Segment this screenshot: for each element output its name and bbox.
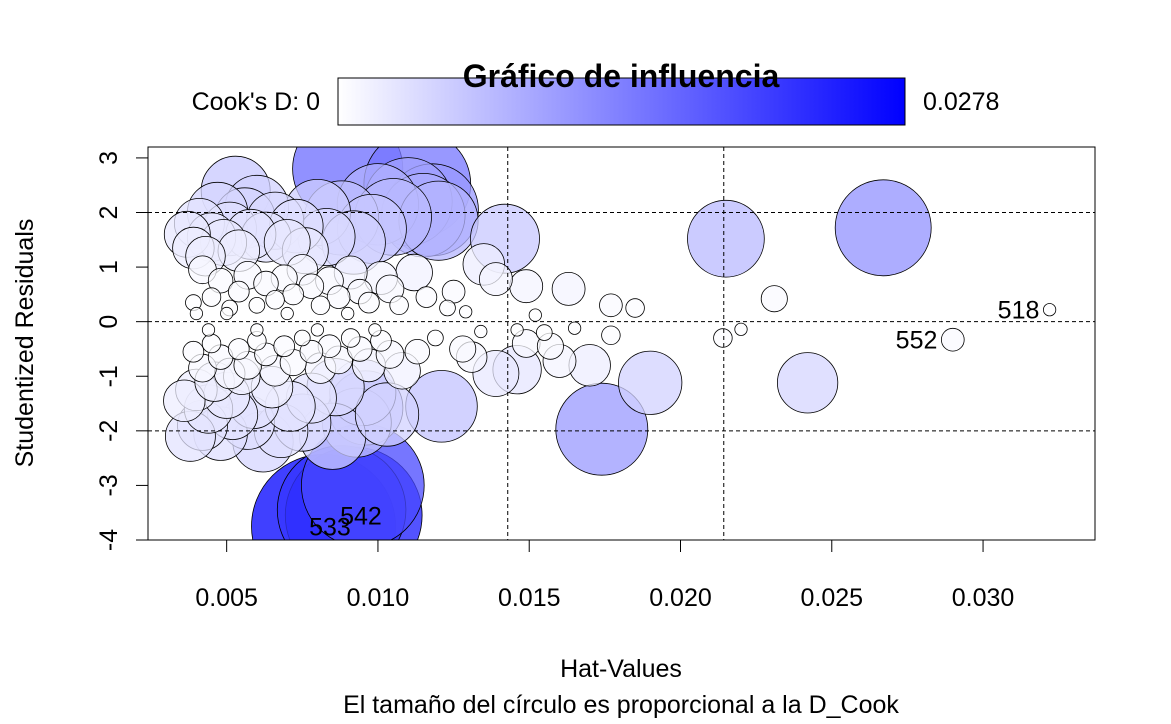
data-point — [713, 328, 733, 348]
data-point — [189, 306, 203, 321]
y-tick-label: -1 — [95, 365, 123, 387]
data-point — [427, 329, 444, 347]
y-tick-label: -3 — [95, 474, 123, 496]
data-point — [265, 290, 285, 310]
data-point — [1043, 303, 1057, 317]
x-tick-label: 0.020 — [649, 584, 712, 612]
data-point — [280, 306, 294, 321]
data-point — [535, 324, 553, 341]
x-axis-title: Hat-Values — [560, 655, 682, 683]
data-point — [273, 335, 296, 358]
data-point — [474, 324, 488, 339]
y-axis-title: Studentized Residuals — [11, 219, 39, 468]
data-point — [201, 323, 216, 337]
data-point — [599, 293, 623, 318]
data-point — [341, 328, 361, 348]
y-tick-label: 0 — [95, 315, 123, 329]
data-point — [734, 322, 748, 336]
data-point — [358, 291, 380, 314]
data-point — [310, 295, 331, 316]
data-point — [439, 299, 456, 317]
point-label: 542 — [340, 502, 382, 530]
data-point — [760, 285, 788, 313]
x-axis-subtitle: El tamaño del círculo es proporcional a … — [343, 691, 899, 719]
y-tick-label: 2 — [95, 206, 123, 220]
reference-lines — [148, 147, 1095, 540]
cook-color-bar — [337, 77, 906, 126]
legend-min-label: Cook's D: 0 — [192, 88, 320, 116]
data-point — [555, 382, 649, 476]
data-point — [509, 269, 544, 304]
point-label: 533 — [309, 513, 351, 541]
data-point — [567, 321, 582, 335]
x-axis: 0.005 0.010 0.015 0.020 0.025 0.030 — [195, 539, 1015, 612]
data-point — [459, 305, 473, 319]
data-point — [940, 327, 965, 352]
data-point — [220, 306, 234, 321]
data-point — [834, 179, 932, 277]
data-point — [354, 382, 420, 447]
data-point — [441, 279, 466, 304]
data-point — [310, 323, 324, 337]
data-point — [625, 298, 645, 318]
point-label: 518 — [998, 297, 1040, 325]
data-point — [228, 280, 250, 303]
data-point — [248, 296, 266, 314]
data-point — [478, 262, 513, 297]
data-point — [687, 199, 765, 278]
y-tick-label: -4 — [95, 529, 123, 551]
data-point — [282, 283, 305, 306]
data-point — [776, 352, 839, 414]
y-tick-label: 1 — [95, 260, 123, 274]
data-point — [163, 379, 206, 422]
y-tick-label: -2 — [95, 420, 123, 442]
data-point — [207, 268, 234, 294]
y-axis: -4 -3 -2 -1 0 1 2 3 — [95, 151, 149, 551]
data-point — [201, 287, 222, 307]
points-layer — [163, 147, 1057, 540]
x-tick-label: 0.025 — [800, 584, 863, 612]
data-point — [250, 323, 264, 337]
data-point — [253, 270, 279, 297]
data-point — [510, 323, 524, 337]
data-point — [551, 271, 586, 306]
point-label: 552 — [896, 327, 938, 355]
data-point — [601, 325, 621, 346]
data-point — [368, 323, 382, 337]
x-tick-label: 0.010 — [347, 584, 410, 612]
data-point — [449, 335, 477, 363]
chart-title: Gráfico de influencia — [463, 58, 780, 94]
data-point — [528, 308, 542, 322]
data-point — [415, 286, 438, 308]
data-point — [326, 285, 351, 309]
data-point — [618, 350, 683, 415]
data-point — [389, 295, 409, 316]
data-point — [228, 338, 250, 360]
data-point — [201, 333, 222, 354]
legend-max-label: 0.0278 — [923, 88, 999, 116]
x-tick-label: 0.005 — [195, 584, 258, 612]
x-tick-label: 0.030 — [952, 584, 1015, 612]
data-point — [293, 329, 311, 347]
data-point — [341, 306, 355, 321]
data-point — [404, 339, 431, 365]
y-tick-label: 3 — [95, 151, 123, 165]
data-point — [299, 339, 324, 364]
data-point — [182, 340, 205, 363]
x-tick-label: 0.015 — [498, 584, 561, 612]
